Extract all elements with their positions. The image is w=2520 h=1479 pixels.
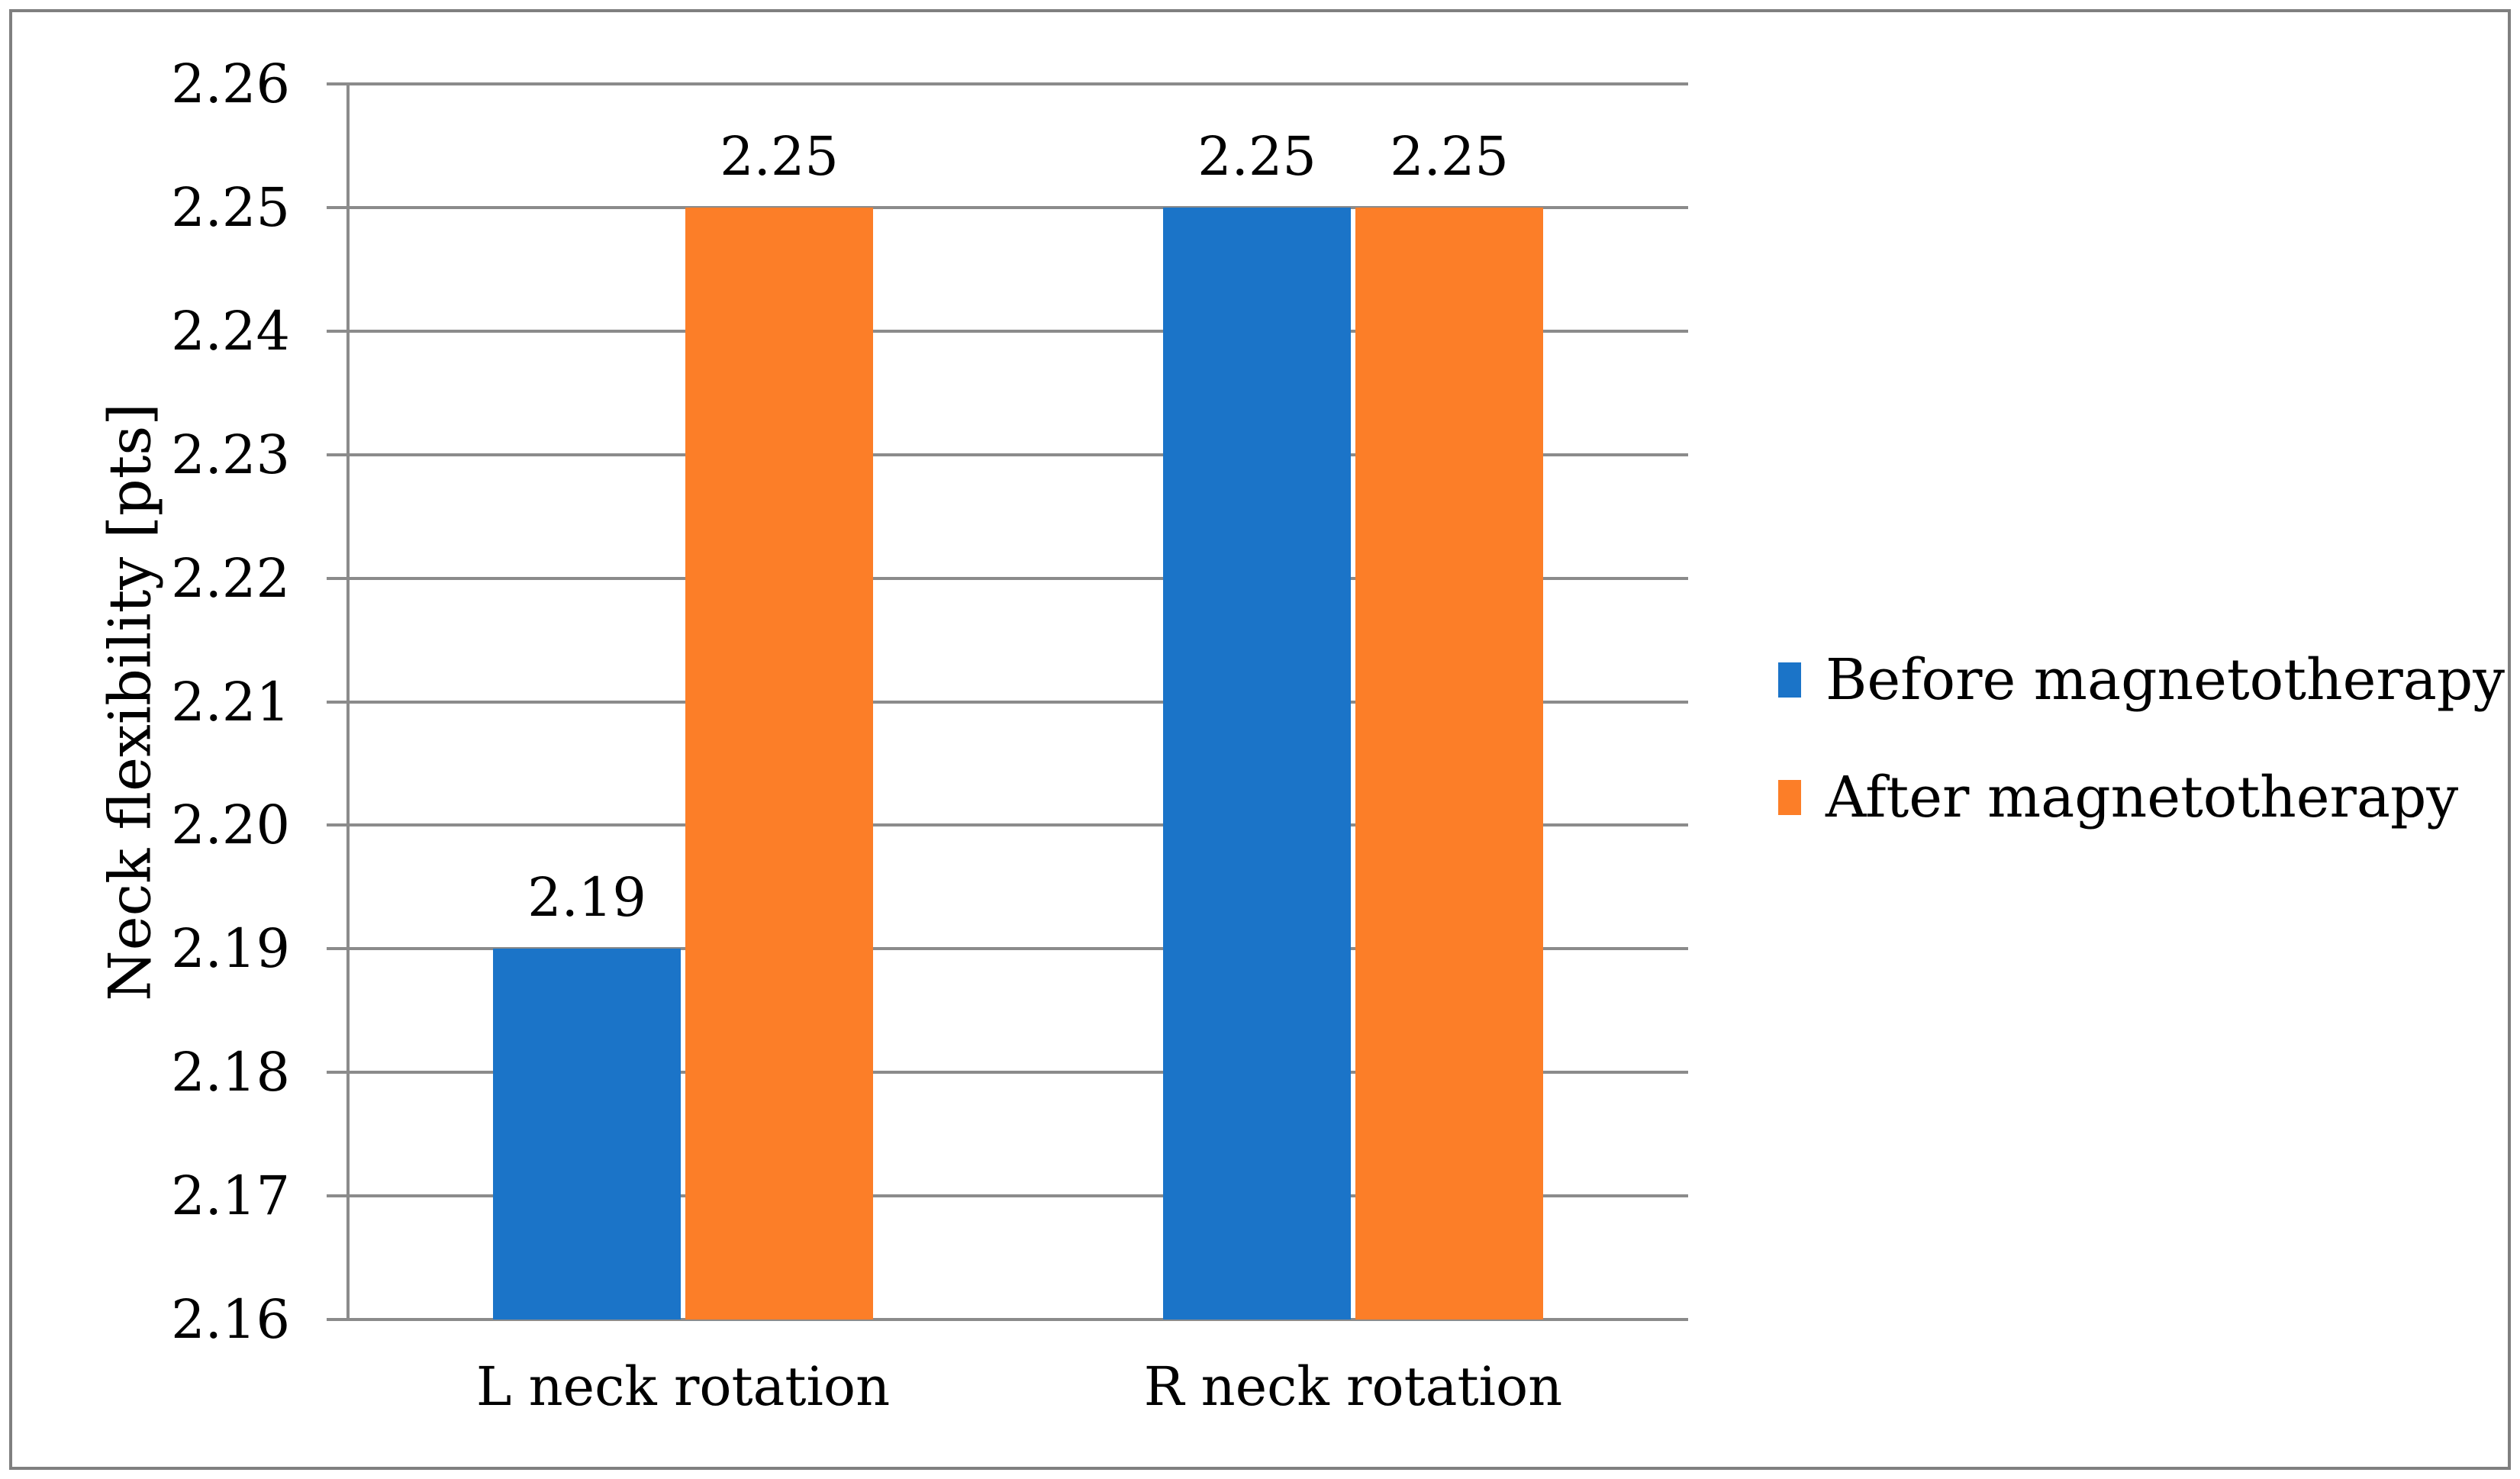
- bar-value-label: 2.25: [720, 124, 839, 188]
- y-tick-mark: [327, 1194, 348, 1198]
- y-tick-label: 2.24: [171, 299, 290, 362]
- gridline: [348, 823, 1688, 827]
- bar-value-label: 2.19: [527, 866, 646, 930]
- legend-item-after-magnetotherapy: After magnetotherapy: [1778, 762, 2505, 833]
- y-tick-mark: [327, 947, 348, 951]
- y-tick-label: 2.18: [171, 1041, 290, 1104]
- y-tick-label: 2.17: [171, 1165, 290, 1228]
- gridline: [348, 205, 1688, 209]
- bar-after-magnetotherapy-r-neck-rotation: [1355, 207, 1543, 1320]
- gridline: [348, 1318, 1688, 1321]
- y-tick-label: 2.22: [171, 546, 290, 610]
- legend-item-before-magnetotherapy: Before magnetotherapy: [1778, 645, 2505, 715]
- y-tick-label: 2.26: [171, 53, 290, 115]
- y-tick-mark: [327, 1318, 348, 1321]
- y-tick-mark: [327, 576, 348, 580]
- bar-value-label: 2.25: [1197, 124, 1316, 188]
- x-category-label: L neck rotation: [475, 1355, 891, 1418]
- gridline: [348, 576, 1688, 580]
- y-tick-mark: [327, 82, 348, 85]
- gridline: [348, 947, 1688, 951]
- legend-label: After magnetotherapy: [1826, 765, 2459, 830]
- y-tick-label: 2.25: [171, 176, 290, 239]
- legend-label: Before magnetotherapy: [1826, 647, 2505, 713]
- bar-after-magnetotherapy-l-neck-rotation: [685, 207, 873, 1320]
- y-tick-mark: [327, 823, 348, 827]
- gridline: [348, 329, 1688, 333]
- y-tick-mark: [327, 205, 348, 209]
- bar-before-magnetotherapy-r-neck-rotation: [1163, 207, 1351, 1320]
- y-tick-mark: [327, 453, 348, 456]
- legend: Before magnetotherapy After magnetotherap…: [1778, 645, 2505, 880]
- gridline: [348, 453, 1688, 456]
- x-category-label: R neck rotation: [1143, 1355, 1563, 1418]
- legend-marker-after-magnetotherapy: [1778, 780, 1801, 815]
- gridline: [348, 1071, 1688, 1075]
- gridline: [348, 1194, 1688, 1198]
- y-tick-label: 2.23: [171, 423, 290, 486]
- y-tick-mark: [327, 329, 348, 333]
- figure-border: [9, 9, 2511, 1470]
- bar-before-magnetotherapy-l-neck-rotation: [493, 949, 681, 1320]
- y-tick-label: 2.19: [171, 917, 290, 981]
- y-tick-label: 2.16: [171, 1288, 290, 1351]
- legend-marker-before-magnetotherapy: [1778, 662, 1801, 698]
- gridline: [348, 82, 1688, 85]
- y-tick-label: 2.20: [171, 794, 290, 857]
- bar-value-label: 2.25: [1390, 124, 1509, 188]
- y-tick-label: 2.21: [171, 670, 290, 733]
- y-tick-mark: [327, 700, 348, 704]
- y-axis-line: [346, 84, 350, 1321]
- y-tick-mark: [327, 1071, 348, 1075]
- gridline: [348, 700, 1688, 704]
